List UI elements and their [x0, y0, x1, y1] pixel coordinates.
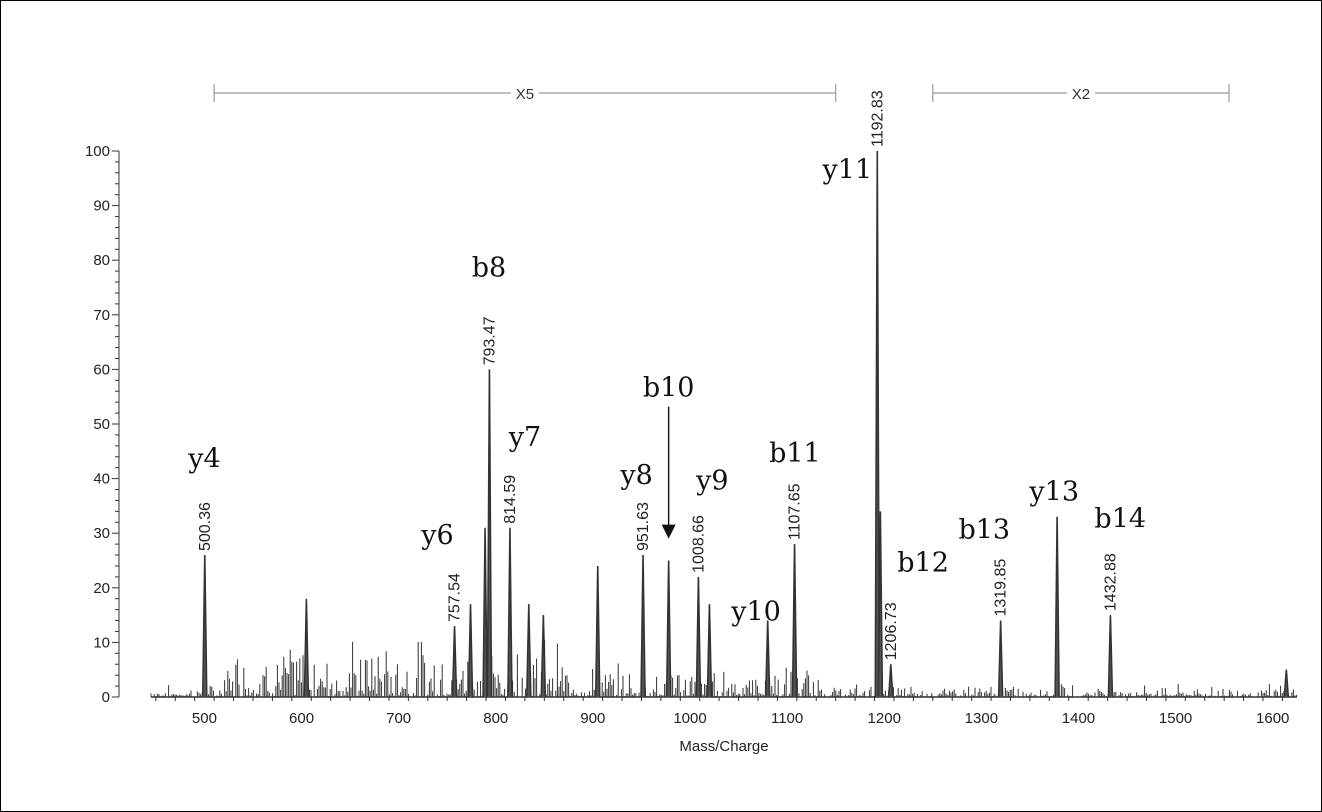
- peak-10: [640, 555, 646, 698]
- ion-label-b8: b8: [472, 253, 506, 284]
- peak-1: [303, 598, 310, 698]
- peak-label-814.59: 814.59: [502, 475, 519, 524]
- ion-label-y9: y9: [695, 466, 728, 497]
- noise-trace: [150, 640, 1298, 697]
- peak-label-1206.73: 1206.73: [883, 602, 900, 660]
- peak-9: [594, 565, 601, 698]
- peak-5: [486, 369, 493, 698]
- peak-15: [791, 544, 798, 698]
- x-tick-label-800: 800: [483, 710, 508, 727]
- x-tick-label-1600: 1600: [1256, 710, 1289, 727]
- ion-label-b10: b10: [643, 373, 695, 404]
- labels-layer: 500.36 757.54 793.47 814.59 951.63 1008.66 110…: [187, 90, 1146, 660]
- ion-label-y7: y7: [508, 422, 541, 453]
- x-axis-title: Mass/Charge: [679, 738, 768, 755]
- y-tick-label-0: 0: [102, 689, 110, 706]
- peak-label-500.36: 500.36: [197, 502, 214, 551]
- peak-label-1107.65: 1107.65: [787, 483, 804, 540]
- peak-label-757.54: 757.54: [447, 573, 464, 622]
- y-tick-label-30: 30: [93, 525, 110, 542]
- ranges-layer: X5 X2: [213, 84, 1230, 103]
- ion-label-y4: y4: [187, 444, 220, 475]
- peak-label-1008.66: 1008.66: [690, 515, 707, 573]
- y-tick-label-20: 20: [93, 580, 110, 597]
- peak-14: [764, 620, 771, 698]
- ion-label-y10: y10: [730, 597, 781, 628]
- peak-label-951.63: 951.63: [635, 502, 652, 551]
- ion-label-b11: b11: [769, 438, 821, 469]
- y-tick-label-40: 40: [93, 471, 110, 488]
- y-tick-label-50: 50: [93, 416, 110, 433]
- ion-label-y6: y6: [420, 520, 453, 551]
- range-label-X2: X2: [1072, 86, 1090, 103]
- x-tick-label-1000: 1000: [673, 710, 706, 727]
- x-tick-label-1400: 1400: [1062, 710, 1095, 727]
- peak-21: [1107, 615, 1114, 698]
- peak-8: [540, 615, 547, 698]
- peak-16: [874, 150, 881, 698]
- y-tick-label-10: 10: [93, 634, 110, 651]
- peak-4: [482, 527, 488, 698]
- ion-label-y13: y13: [1028, 476, 1079, 507]
- y-tick-label-70: 70: [93, 307, 110, 324]
- peak-13: [706, 604, 713, 698]
- peak-7: [525, 604, 532, 698]
- x-tick-label-600: 600: [289, 710, 314, 727]
- peak-17: [877, 511, 884, 698]
- peak-22: [1283, 669, 1290, 698]
- peak-label-1192.83: 1192.83: [869, 90, 886, 147]
- x-tick-label-500: 500: [192, 710, 217, 727]
- ion-label-y8: y8: [619, 460, 652, 491]
- peak-20: [1054, 516, 1060, 698]
- peak-0: [201, 555, 208, 698]
- x-tick-label-1500: 1500: [1159, 710, 1192, 727]
- y-tick-label-80: 80: [93, 252, 110, 269]
- axes-layer: 0 10 20 30 40 50 60 70 80 90 100 500 600 700 800 900 100…: [85, 143, 1289, 727]
- peak-18: [887, 664, 894, 698]
- peak-6: [507, 527, 513, 698]
- peak-19: [997, 620, 1004, 698]
- ion-label-b13: b13: [958, 515, 1010, 546]
- y-tick-label-60: 60: [93, 361, 110, 378]
- peak-label-793.47: 793.47: [481, 316, 498, 365]
- peak-label-1319.85: 1319.85: [993, 559, 1010, 617]
- peak-3: [467, 604, 474, 698]
- baseline-noise: [150, 640, 1298, 698]
- y-tick-label-90: 90: [93, 198, 110, 215]
- ion-label-y11: y11: [822, 154, 873, 185]
- peaks-layer: [201, 150, 1290, 698]
- range-label-X5: X5: [516, 86, 534, 103]
- peak-11: [665, 560, 672, 698]
- ion-label-b12: b12: [897, 547, 949, 578]
- peak-2: [451, 625, 458, 698]
- x-tick-label-700: 700: [386, 710, 411, 727]
- ion-label-b14: b14: [1094, 504, 1146, 535]
- x-tick-label-1100: 1100: [771, 710, 803, 727]
- y-tick-label-100: 100: [85, 143, 110, 160]
- ion-arrow-head-b10: [661, 524, 676, 539]
- x-tick-label-1300: 1300: [965, 710, 998, 727]
- x-tick-label-900: 900: [580, 710, 605, 727]
- x-tick-label-1200: 1200: [868, 710, 901, 727]
- peak-12: [695, 576, 702, 698]
- peak-label-1432.88: 1432.88: [1102, 553, 1119, 611]
